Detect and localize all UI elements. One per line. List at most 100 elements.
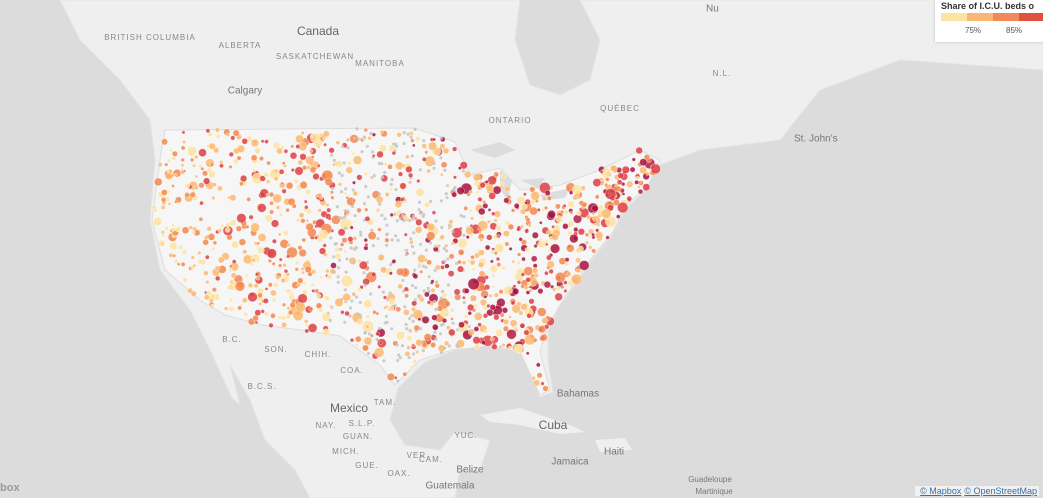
hospital-dot	[357, 287, 362, 292]
legend-label: 85%	[1006, 26, 1023, 35]
hospital-dot	[180, 145, 186, 151]
hospital-dot	[493, 314, 500, 321]
hospital-dot	[228, 267, 233, 273]
hospital-dot	[278, 169, 285, 175]
hospital-dot	[257, 292, 263, 298]
hospital-dot	[520, 303, 528, 311]
hospital-dot	[496, 262, 502, 267]
hospital-dot	[273, 282, 279, 288]
hospital-dot	[312, 173, 320, 180]
hospital-dot	[336, 280, 340, 284]
hospital-dot	[275, 205, 281, 210]
hospital-dot	[467, 278, 480, 290]
hospital-dot	[422, 139, 426, 143]
hospital-dot	[465, 235, 470, 239]
hospital-dot	[338, 258, 342, 262]
hospital-dot	[389, 187, 394, 191]
hospital-dot	[181, 226, 190, 234]
hospital-dot	[446, 257, 450, 261]
hospital-dot	[439, 136, 443, 140]
hospital-dot	[169, 242, 178, 250]
hospital-dot	[412, 359, 417, 364]
hospital-dot	[347, 161, 352, 166]
hospital-dot	[247, 282, 253, 288]
hospital-dot	[412, 251, 416, 255]
hospital-dot	[365, 144, 369, 148]
hospital-dot	[448, 223, 452, 227]
hospital-dot	[526, 313, 532, 319]
attribution-link[interactable]: © Mapbox	[920, 486, 962, 496]
hospital-dot	[463, 288, 470, 294]
hospital-dot	[457, 265, 464, 273]
hospital-dot	[331, 215, 341, 225]
hospital-dot	[470, 216, 474, 221]
hospital-dot	[480, 215, 485, 220]
hospital-dot	[281, 322, 287, 328]
hospital-dot	[635, 176, 640, 180]
hospital-dot	[294, 166, 304, 176]
hospital-dot	[617, 172, 624, 179]
hospital-dot	[501, 266, 506, 271]
hospital-dot	[300, 218, 306, 224]
hospital-dot	[378, 326, 382, 331]
hospital-dot	[537, 240, 546, 249]
hospital-dot	[386, 298, 390, 302]
hospital-dot	[207, 131, 213, 137]
hospital-dot	[263, 298, 269, 304]
hospital-dot	[466, 192, 471, 197]
hospital-dot	[418, 327, 423, 331]
hospital-dot	[356, 318, 364, 326]
hospital-dot	[302, 281, 307, 286]
hospital-dot	[181, 249, 187, 255]
place-label: Bahamas	[557, 389, 599, 400]
hospital-dot	[341, 237, 348, 244]
hospital-dot	[573, 227, 579, 233]
hospital-dot	[205, 254, 210, 260]
hospital-dot	[173, 173, 178, 177]
hospital-dot	[430, 279, 435, 284]
hospital-dot	[412, 143, 416, 148]
hospital-dot	[332, 255, 336, 259]
hospital-dot	[538, 325, 546, 334]
hospital-dot	[353, 214, 357, 218]
hospital-dot	[462, 295, 466, 300]
place-label: Guadeloupe	[688, 475, 732, 484]
hospital-dot	[341, 144, 345, 148]
hospital-dot	[567, 200, 575, 208]
hospital-dot	[347, 236, 354, 242]
hospital-dot	[445, 183, 450, 188]
hospital-dot	[451, 230, 455, 234]
hospital-dot	[459, 161, 468, 170]
hospital-dot	[508, 345, 512, 350]
hospital-dot	[577, 228, 585, 236]
hospital-dot	[257, 233, 267, 242]
hospital-dot	[283, 164, 287, 168]
hospital-dot	[520, 272, 525, 277]
hospital-dot	[332, 158, 336, 162]
hospital-dot	[167, 202, 172, 206]
hospital-dot	[442, 318, 447, 324]
hospital-dot	[382, 359, 386, 363]
hospital-dot	[495, 329, 503, 337]
hospital-dot	[168, 252, 174, 258]
hospital-dot	[531, 231, 539, 239]
hospital-dot	[576, 210, 582, 216]
hospital-dot	[521, 256, 526, 262]
hospital-dot	[334, 247, 340, 252]
hospital-dot	[576, 195, 580, 200]
hospital-dot	[426, 259, 432, 266]
hospital-dot	[272, 141, 281, 150]
hospital-dot	[272, 238, 277, 244]
hospital-dot	[253, 283, 259, 289]
hospital-dot	[430, 288, 436, 293]
hospital-dot	[599, 170, 604, 174]
hospital-dot	[532, 263, 538, 269]
hospital-dot	[405, 248, 409, 252]
hospital-dot	[403, 232, 408, 237]
hospital-dot	[200, 166, 205, 171]
hospital-dot	[360, 150, 364, 154]
hospital-dot	[433, 330, 437, 334]
attribution-link[interactable]: © OpenStreetMap	[964, 486, 1037, 496]
place-label: Cuba	[539, 418, 568, 432]
hospital-dot	[474, 343, 480, 350]
